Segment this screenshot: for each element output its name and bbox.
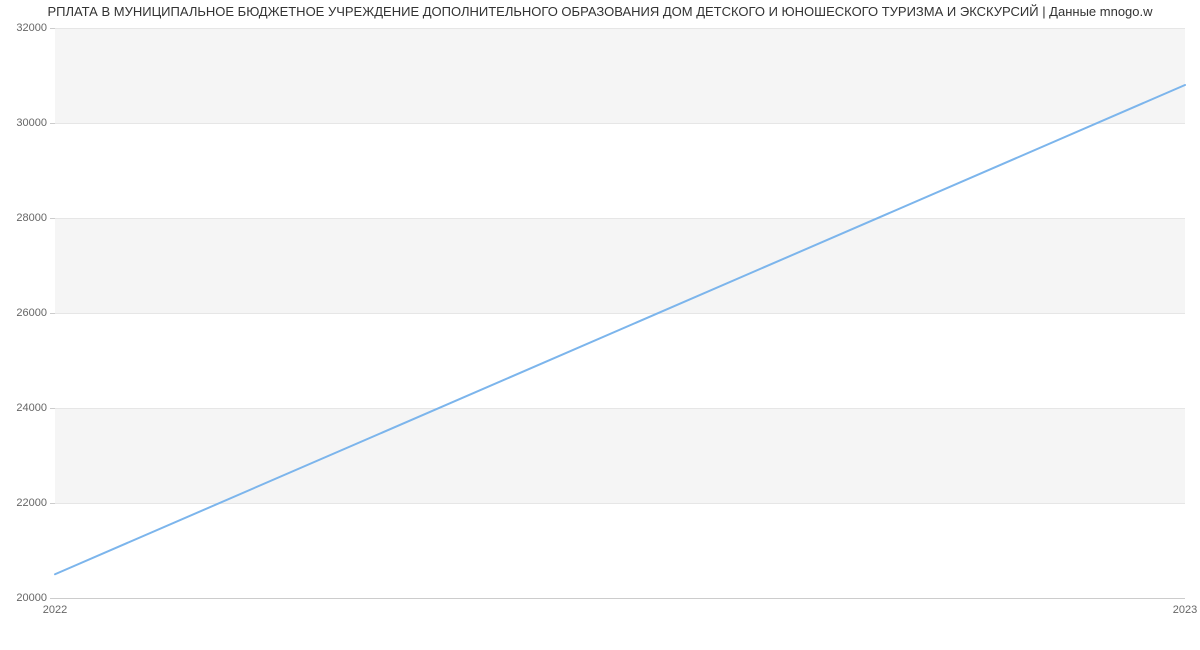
line-chart: РПЛАТА В МУНИЦИПАЛЬНОЕ БЮДЖЕТНОЕ УЧРЕЖДЕ… <box>0 0 1200 650</box>
ytick-label: 26000 <box>16 307 47 319</box>
ytick-label: 20000 <box>16 592 47 604</box>
xtick-label: 2022 <box>43 604 67 616</box>
ytick-label: 28000 <box>16 212 47 224</box>
chart-title: РПЛАТА В МУНИЦИПАЛЬНОЕ БЮДЖЕТНОЕ УЧРЕЖДЕ… <box>0 4 1200 19</box>
ytick-label: 30000 <box>16 117 47 129</box>
ytick-label: 24000 <box>16 402 47 414</box>
xtick-label: 2023 <box>1173 604 1197 616</box>
x-axis-line <box>55 598 1185 599</box>
plot-area: 2000022000240002600028000300003200020222… <box>55 28 1185 598</box>
series-layer <box>55 28 1185 598</box>
ytick-label: 22000 <box>16 497 47 509</box>
series-line <box>55 85 1185 574</box>
ytick-label: 32000 <box>16 22 47 34</box>
